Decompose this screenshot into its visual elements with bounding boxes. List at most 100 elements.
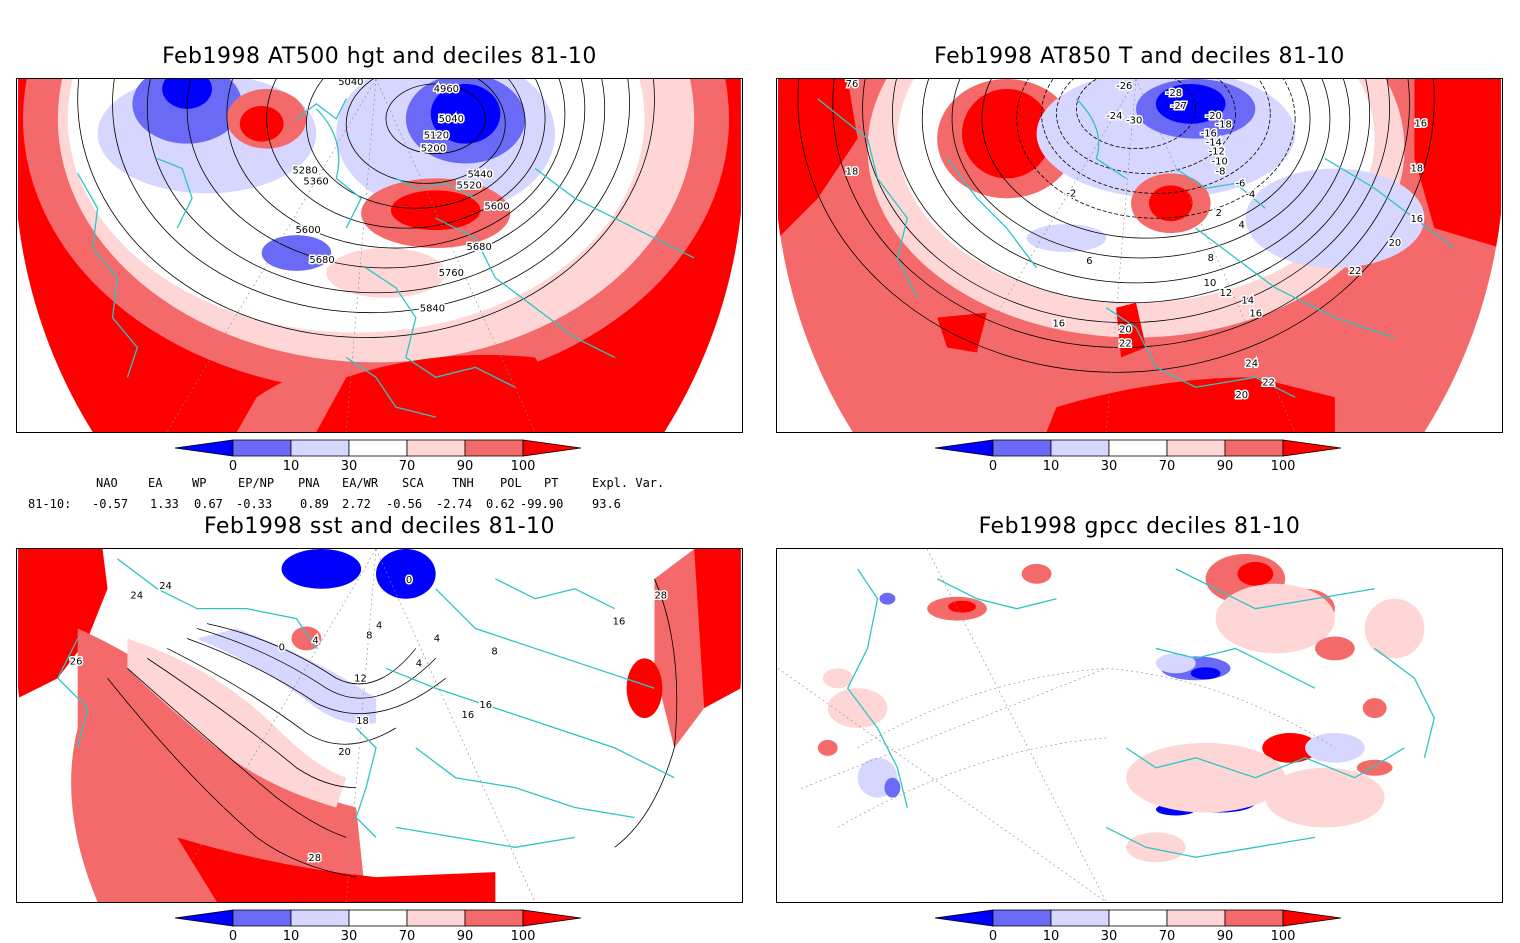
contour-lines (107, 578, 678, 878)
decile-field (281, 549, 362, 589)
decile-field (654, 549, 705, 748)
colorbar-segment (1166, 909, 1226, 927)
colorbar-tick-label: 90 (1217, 929, 1234, 943)
panel-4-title: Feb1998 gpcc deciles 81-10 (978, 514, 1301, 539)
colorbar-tick-label: 100 (511, 459, 536, 474)
contour-label: 16 (1410, 214, 1423, 225)
contour-label: 4 (376, 621, 382, 632)
decile-field (376, 549, 436, 599)
decile-field (1148, 185, 1193, 222)
index-value: 1.33 (150, 497, 179, 511)
map-sst: 0 0 4 4 4 4 8 8 12 16 16 16 18 20 24 24 … (18, 549, 741, 902)
decile-field (937, 312, 987, 353)
colorbar-tick-label: 0 (229, 929, 237, 943)
legend-panel-3: 0 10 30 70 90 100 (174, 909, 595, 943)
decile-field (390, 190, 481, 231)
index-value: 2.72 (342, 497, 371, 511)
graticule (777, 549, 1336, 902)
contour-label: 24 (1245, 358, 1258, 369)
colorbar-arrow-high (1282, 909, 1342, 927)
index-value: -2.74 (436, 497, 473, 511)
colorbar-segment (1224, 439, 1284, 457)
decile-colorbar: 0 10 30 70 90 100 (174, 909, 582, 943)
colorbar-arrow-high (1282, 439, 1342, 457)
contour-label: 14 (1241, 296, 1254, 307)
decile-colorbar: 0 10 30 70 90 100 (934, 439, 1342, 474)
colorbar-tick-label: 0 (989, 929, 997, 943)
contour-labels: 4960 5040 5040 5120 5200 5280 5360 5440 … (291, 79, 511, 316)
panel-2-title: Feb1998 AT850 T and deciles 81-10 (934, 44, 1345, 69)
contour-label: 18 (846, 166, 859, 177)
index-header: WP (192, 476, 207, 490)
contour-label: -10 (1212, 157, 1228, 168)
decile-field (1026, 224, 1107, 253)
contour-label: 5520 (457, 180, 482, 191)
colorbar-segment (1050, 909, 1110, 927)
colorbar-tick-label: 90 (457, 459, 474, 474)
contour-label: 5040 (338, 79, 363, 88)
contour-label: 16 (1052, 319, 1065, 330)
map-panel-gpcc (776, 548, 1503, 903)
panel-3-title: Feb1998 sst and deciles 81-10 (203, 514, 556, 539)
decile-field (326, 248, 446, 298)
decile-field (1245, 168, 1425, 268)
contour-label: 5680 (467, 242, 492, 253)
decile-field (236, 370, 347, 432)
decile-field (316, 354, 575, 432)
contour-label: 5600 (295, 225, 320, 236)
index-value: -0.33 (236, 497, 273, 511)
contour-label: 5120 (424, 131, 449, 142)
colorbar-tick-label: 30 (1101, 929, 1118, 943)
contour-label: 4 (312, 635, 318, 646)
contour-label: -6 (1235, 178, 1245, 189)
colorbar-tick-label: 70 (399, 459, 416, 474)
contour-label: -27 (1171, 101, 1187, 112)
decile-field (71, 628, 367, 902)
contour-label: -24 (1106, 111, 1122, 122)
index-header: TNH (452, 476, 474, 490)
contour-label: -26 (1116, 81, 1132, 92)
decile-field (177, 837, 496, 902)
graticule (166, 79, 536, 432)
contour-label: 0 (406, 575, 412, 586)
contour-label: 5360 (303, 176, 328, 187)
index-header: EA/WR (342, 476, 379, 490)
colorbar-segment (1050, 439, 1110, 457)
contour-label: 20 (1119, 325, 1132, 336)
contour-label: -8 (1216, 166, 1226, 177)
contour-label: 0 (279, 642, 285, 653)
contour-label: -30 (1126, 116, 1142, 127)
colorbar-tick-label: 10 (283, 459, 300, 474)
index-value: 0.89 (300, 497, 329, 511)
contour-labels: 0 0 4 4 4 4 8 8 12 16 16 16 18 20 24 24 … (68, 573, 668, 865)
colorbar-tick-label: 0 (989, 459, 997, 474)
colorbar-tick-label: 30 (341, 929, 358, 943)
contour-label: 4 (416, 658, 422, 669)
map-panel-z500: 4960 5040 5040 5120 5200 5280 5360 5440 … (16, 78, 743, 433)
contour-label: 20 (1235, 390, 1248, 401)
contour-label: 20 (1389, 238, 1402, 249)
contour-label: 20 (338, 747, 351, 758)
colorbar-segment (1224, 909, 1284, 927)
decile-colorbar: 0 10 30 70 90 100 (934, 909, 1342, 943)
colorbar-tick-label: 100 (1271, 459, 1296, 474)
precip-decile-patches (817, 553, 1425, 863)
decile-field (1046, 377, 1335, 432)
index-header: SCA (402, 476, 424, 490)
contour-label: 26 (70, 656, 83, 667)
colorbar-tick-label: 70 (399, 929, 416, 943)
colorbar-tick-label: 100 (511, 929, 536, 943)
contour-label: 5280 (292, 165, 317, 176)
legend-panel-4: 0 10 30 70 90 100 (934, 909, 1355, 943)
colorbar-segment (348, 439, 408, 457)
index-value: -0.56 (386, 497, 423, 511)
contour-label: -4 (1245, 189, 1255, 200)
index-header: EP/NP (238, 476, 275, 490)
decile-field (127, 638, 347, 808)
colorbar-tick-label: 70 (1159, 929, 1176, 943)
graticule (166, 549, 536, 902)
colorbar-segment (1108, 439, 1168, 457)
contour-label: 5440 (468, 169, 493, 180)
decile-field (1414, 79, 1501, 249)
colorbar-tick-label: 30 (341, 459, 358, 474)
